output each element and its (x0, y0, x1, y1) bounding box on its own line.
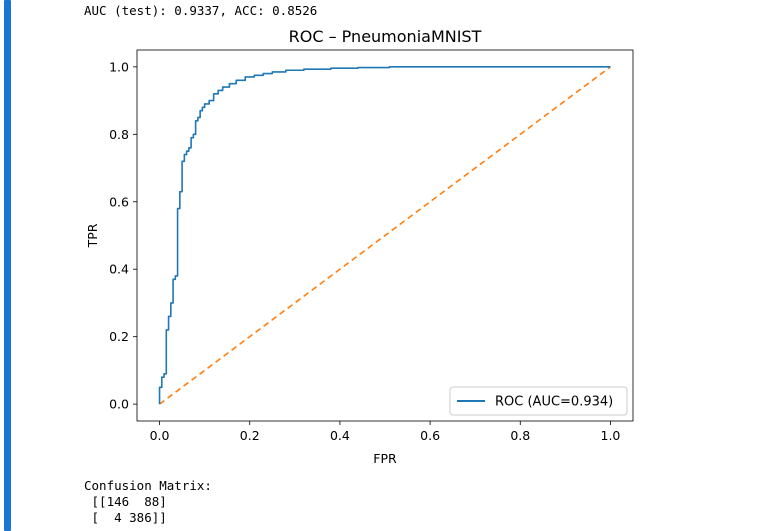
x-tick-label: 0.6 (420, 428, 440, 443)
axes-layer: 0.0 0.2 0.4 0.6 0.8 1.0 0.0 0.2 0.4 0.6 0.8 1.0 (109, 59, 620, 443)
y-tick-label: 0.2 (109, 329, 129, 344)
x-tick-label: 0.4 (330, 428, 350, 443)
y-tick-label: 0.8 (109, 127, 129, 142)
y-tick-label: 0.6 (109, 194, 129, 209)
y-tick-label: 0.4 (109, 262, 129, 277)
confusion-matrix-row: [[146 88] (84, 494, 167, 509)
confusion-matrix-title: Confusion Matrix: (84, 478, 212, 493)
cell-selection-bar[interactable] (4, 0, 11, 531)
plot-frame (136, 49, 634, 422)
x-axis-label: FPR (373, 451, 397, 466)
chart-title: ROC – PneumoniaMNIST (289, 27, 482, 46)
x-tick-label: 0.0 (150, 428, 170, 443)
x-tick-label: 0.8 (510, 428, 530, 443)
y-axis-label: TPR (85, 223, 100, 248)
series-layer (158, 66, 611, 405)
confusion-matrix-row: [ 4 386]] (84, 510, 167, 525)
roc-curve-line (158, 66, 611, 405)
x-tick-label: 0.2 (240, 428, 260, 443)
y-tick-label: 1.0 (109, 59, 129, 74)
metrics-output-text: AUC (test): 0.9337, ACC: 0.8526 (84, 3, 318, 18)
confusion-matrix-output: Confusion Matrix: [[146 88] [ 4 386]] (84, 478, 212, 526)
legend: ROC (AUC=0.934) (449, 386, 628, 416)
y-tick-label: 0.0 (109, 397, 129, 412)
legend-box (449, 386, 628, 416)
legend-label-roc: ROC (AUC=0.934) (495, 395, 613, 410)
chance-diagonal-line (159, 66, 611, 405)
x-tick-label: 1.0 (601, 428, 621, 443)
